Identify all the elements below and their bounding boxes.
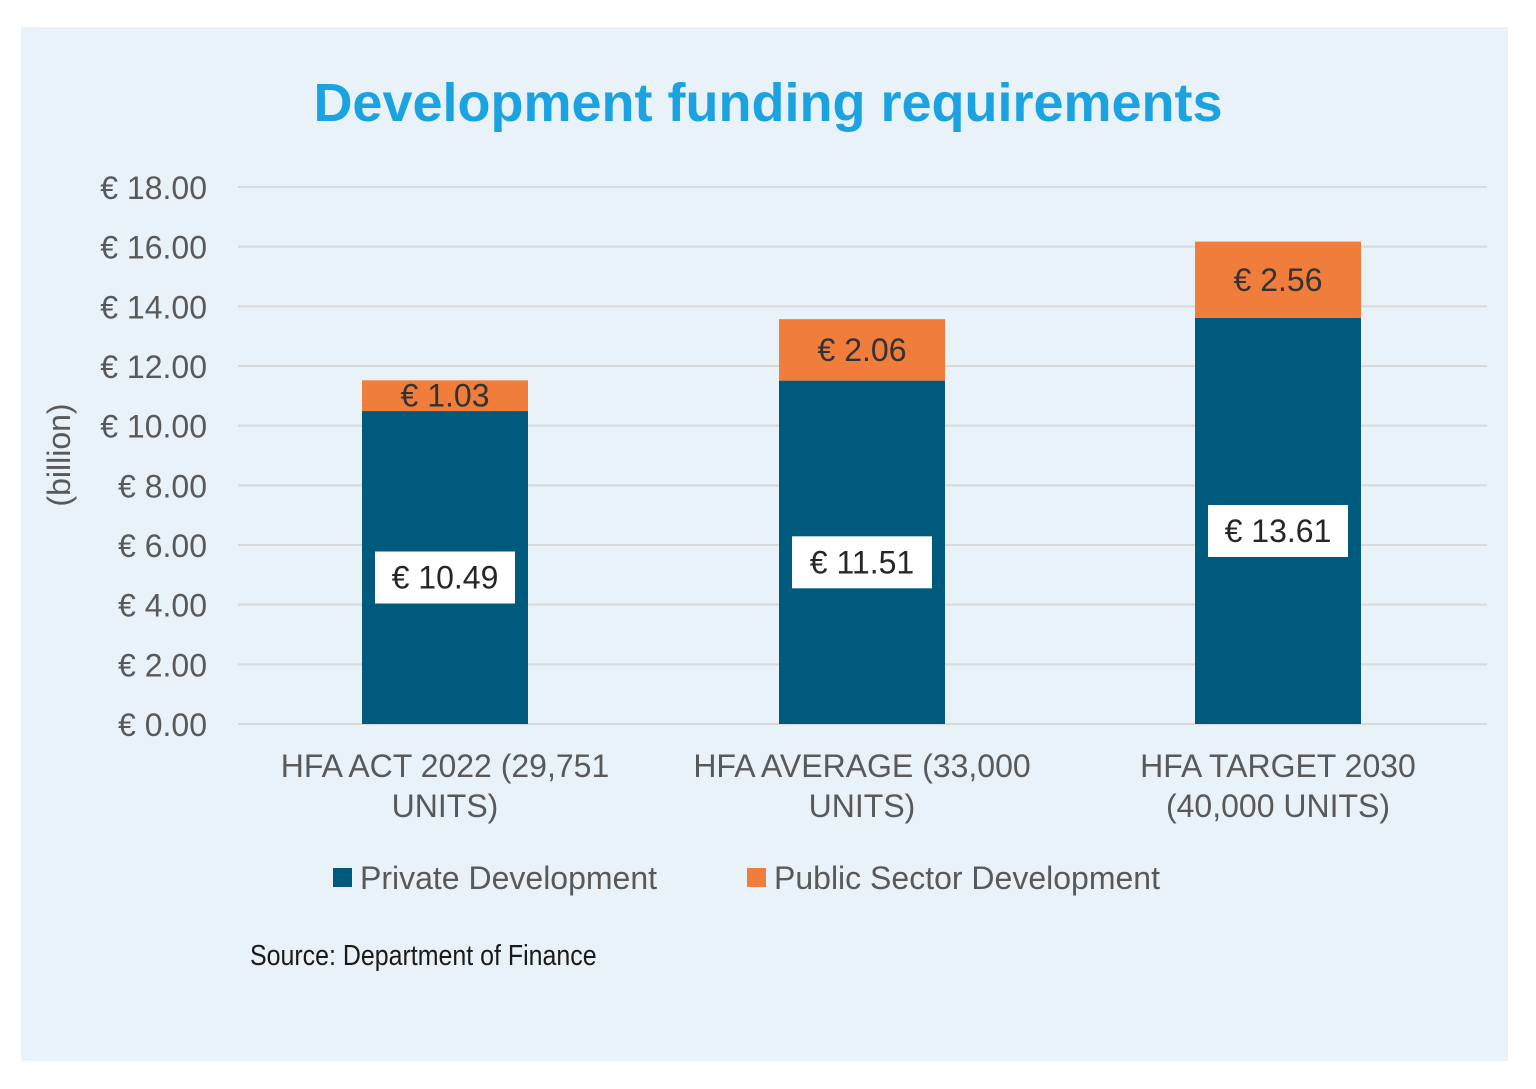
data-label-box (375, 551, 515, 604)
y-tick-label: € 12.00 (100, 349, 207, 385)
legend-label-private: Private Development (360, 860, 658, 896)
data-label-box (1208, 504, 1348, 557)
bar-public-sector-development (779, 319, 945, 381)
legend-swatch-private (333, 868, 352, 888)
legend-swatch-public (747, 868, 766, 888)
y-tick-label: € 14.00 (100, 289, 207, 325)
y-tick-label: € 16.00 (100, 230, 207, 266)
y-axis-ticks: € 0.00 € 2.00 € 4.00 € 6.00 € 8.00 € 10.00 € 1… (100, 170, 207, 743)
source-note: Source: Department of Finance (250, 940, 597, 972)
data-labels: € 10.49 € 11.51 € 13.61 € 1.03 € 2.06 € 2.56 (375, 262, 1348, 604)
y-tick-label: € 18.00 (100, 170, 207, 206)
y-tick-label: € 6.00 (118, 528, 207, 564)
data-label-public: € 2.06 (818, 332, 907, 368)
stacked-bar-chart: € 0.00 € 2.00 € 4.00 € 6.00 € 8.00 € 10.00 € 1… (41, 170, 1487, 824)
bars (362, 241, 1361, 724)
data-label-private: € 11.51 (810, 544, 914, 580)
data-label-box (792, 536, 932, 589)
x-tick-label: HFA ACT 2022 (29,751 (281, 748, 610, 784)
legend-label-public: Public Sector Development (774, 860, 1160, 896)
y-axis-label: (billion) (41, 403, 77, 506)
x-axis-ticks: HFA ACT 2022 (29,751 UNITS) HFA AVERAGE (3… (281, 748, 1416, 824)
data-label-public: € 1.03 (401, 378, 490, 414)
legend-item-private: Private Development (333, 860, 657, 900)
bar-public-sector-development (362, 380, 528, 412)
y-tick-label: € 4.00 (118, 588, 207, 624)
y-tick-label: € 10.00 (100, 409, 207, 445)
legend-item-public: Public Sector Development (747, 860, 1160, 900)
x-tick-label: HFA AVERAGE (33,000 (693, 748, 1030, 784)
chart-title: Development funding requirements (313, 73, 1223, 133)
x-tick-label: HFA TARGET 2030 (1140, 748, 1416, 784)
y-tick-label: € 0.00 (118, 707, 207, 743)
data-label-private: € 13.61 (1225, 513, 1332, 549)
y-tick-label: € 2.00 (118, 647, 207, 683)
data-label-private: € 10.49 (392, 560, 499, 596)
data-label-public: € 2.56 (1234, 262, 1323, 298)
x-tick-label: UNITS) (392, 788, 499, 824)
y-tick-label: € 8.00 (118, 468, 207, 504)
bar-public-sector-development (1195, 241, 1361, 318)
x-tick-label: UNITS) (809, 788, 916, 824)
x-tick-label: (40,000 UNITS) (1166, 788, 1390, 824)
